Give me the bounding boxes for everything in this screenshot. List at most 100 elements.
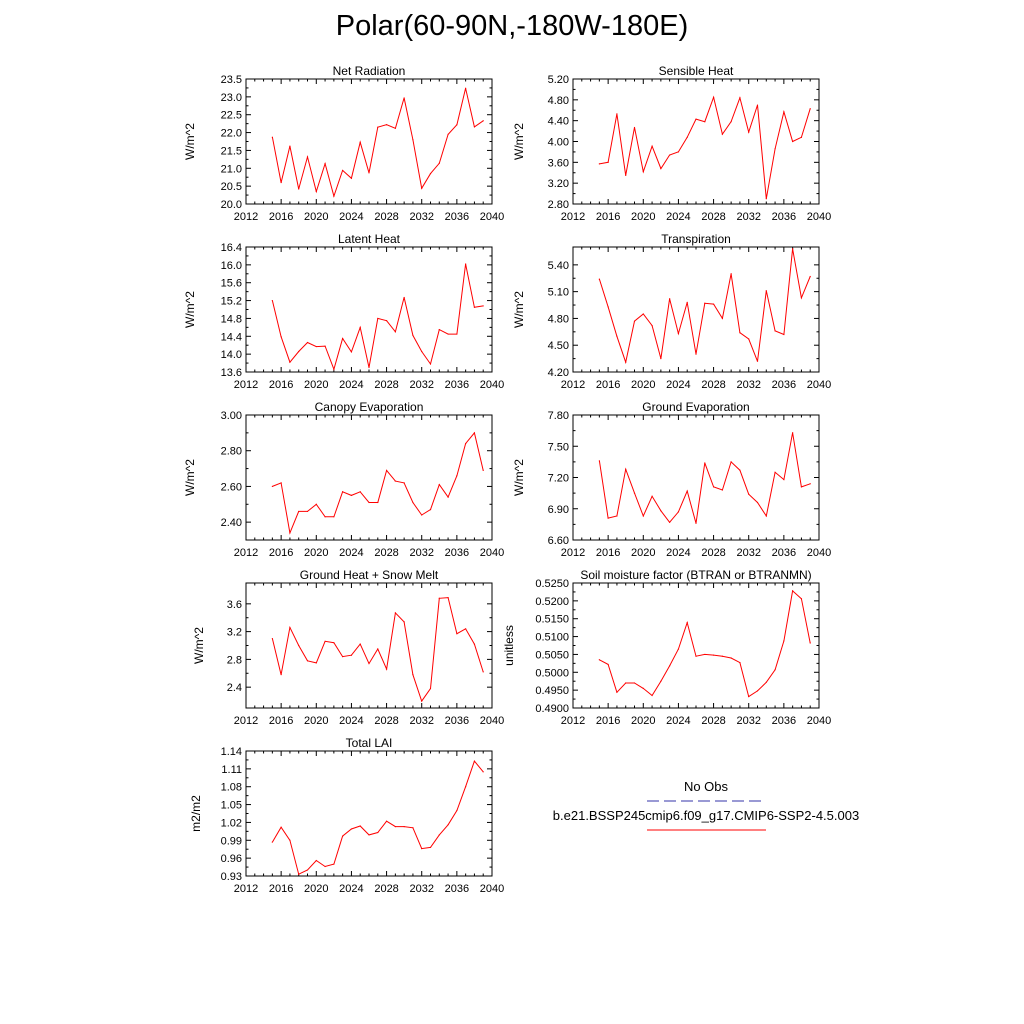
data-point	[306, 869, 309, 871]
x-tick-label: 2040	[480, 883, 504, 895]
data-point	[792, 432, 794, 434]
y-tick-label: 20.5	[221, 181, 242, 193]
x-tick-label: 2016	[269, 715, 293, 727]
data-point	[324, 345, 326, 347]
x-tick-label: 2020	[631, 379, 655, 391]
y-axis-label: W/m^2	[512, 123, 526, 160]
data-point	[306, 660, 309, 662]
chart-panel-0: Net Radiation 2012 2016 2020 2024 2028 2032 203…	[183, 64, 504, 223]
y-tick-label: 1.05	[221, 800, 242, 812]
data-point	[333, 516, 335, 518]
data-point	[447, 133, 449, 135]
x-tick-label: 2032	[409, 547, 433, 559]
data-point	[756, 690, 759, 692]
y-tick-label: 7.20	[548, 473, 569, 485]
y-tick-label: 4.80	[548, 95, 569, 107]
data-point	[660, 680, 662, 682]
data-point	[298, 350, 300, 353]
data-point	[315, 662, 317, 664]
x-tick-label: 2012	[234, 547, 258, 559]
data-point	[306, 156, 309, 158]
chart-panel-3: Transpiration 2012 2016 2020 2024 2028 2032 203…	[512, 232, 831, 391]
y-tick-label: 0.4900	[535, 703, 569, 715]
data-point	[712, 96, 715, 98]
data-point	[324, 163, 326, 165]
data-point	[704, 653, 706, 656]
data-point	[315, 859, 317, 862]
data-point	[765, 681, 767, 683]
x-tick-label: 2016	[269, 547, 293, 559]
data-point	[359, 491, 361, 493]
data-point	[686, 622, 688, 624]
data-point	[324, 865, 326, 868]
data-point	[333, 368, 335, 370]
data-point	[686, 490, 688, 492]
y-tick-label: 4.50	[548, 340, 569, 352]
data-point	[465, 786, 467, 788]
data-point	[739, 97, 741, 99]
data-point	[324, 640, 326, 642]
data-point	[377, 648, 379, 650]
x-tick-label: 2028	[374, 715, 398, 727]
x-tick-label: 2024	[666, 211, 690, 223]
data-point	[377, 126, 379, 128]
x-tick-label: 2020	[631, 715, 655, 727]
data-point	[350, 494, 353, 496]
x-tick-label: 2012	[561, 715, 585, 727]
y-tick-label: 14.0	[221, 349, 242, 361]
data-point	[598, 460, 600, 462]
data-point	[403, 97, 405, 99]
y-tick-label: 3.6	[227, 599, 242, 611]
y-tick-label: 5.10	[548, 287, 569, 299]
data-point	[642, 171, 644, 173]
x-tick-label: 2036	[772, 547, 796, 559]
data-point	[660, 358, 662, 360]
data-point	[598, 163, 600, 165]
data-point	[783, 478, 785, 481]
data-point	[456, 124, 458, 126]
data-point	[456, 809, 458, 812]
data-point	[616, 515, 618, 517]
data-point	[271, 136, 273, 138]
x-tick-label: 2016	[596, 715, 620, 727]
data-point	[385, 320, 388, 322]
data-point	[669, 521, 671, 523]
data-point	[651, 324, 653, 327]
data-point	[350, 351, 353, 353]
chart-panel-7: Soil moisture factor (BTRAN or BTRANMN) 2…	[502, 568, 831, 727]
y-tick-label: 0.5000	[535, 667, 569, 679]
data-point	[280, 674, 282, 676]
x-tick-label: 2020	[304, 883, 328, 895]
data-point	[412, 334, 414, 336]
x-tick-label: 2024	[666, 379, 690, 391]
data-point	[765, 290, 767, 292]
data-point	[748, 493, 750, 495]
data-point	[350, 828, 353, 830]
data-point	[607, 663, 609, 666]
data-point	[368, 834, 370, 836]
data-point	[712, 486, 715, 488]
series-line	[271, 760, 484, 875]
x-tick-label: 2012	[234, 715, 258, 727]
x-tick-label: 2032	[736, 379, 760, 391]
data-point	[368, 366, 370, 369]
data-point	[809, 275, 811, 278]
panel-title: Canopy Evaporation	[315, 400, 424, 414]
panel-title: Ground Evaporation	[642, 400, 749, 414]
x-tick-label: 2040	[480, 715, 504, 727]
plot-frame	[245, 582, 493, 709]
y-tick-label: 2.4	[227, 682, 242, 694]
page-title: Polar(60-90N,-180W-180E)	[335, 10, 689, 42]
data-point	[607, 517, 609, 519]
data-point	[677, 151, 680, 153]
data-point	[625, 361, 627, 363]
data-point	[350, 654, 353, 656]
data-point	[809, 642, 811, 644]
data-point	[482, 469, 484, 471]
data-point	[456, 475, 458, 477]
data-point	[359, 141, 361, 143]
data-point	[633, 126, 636, 129]
chart-panel-8: Total LAI 2012 2016 2020 2024 2028 2032 2036 204…	[189, 736, 504, 895]
data-point	[359, 326, 361, 328]
